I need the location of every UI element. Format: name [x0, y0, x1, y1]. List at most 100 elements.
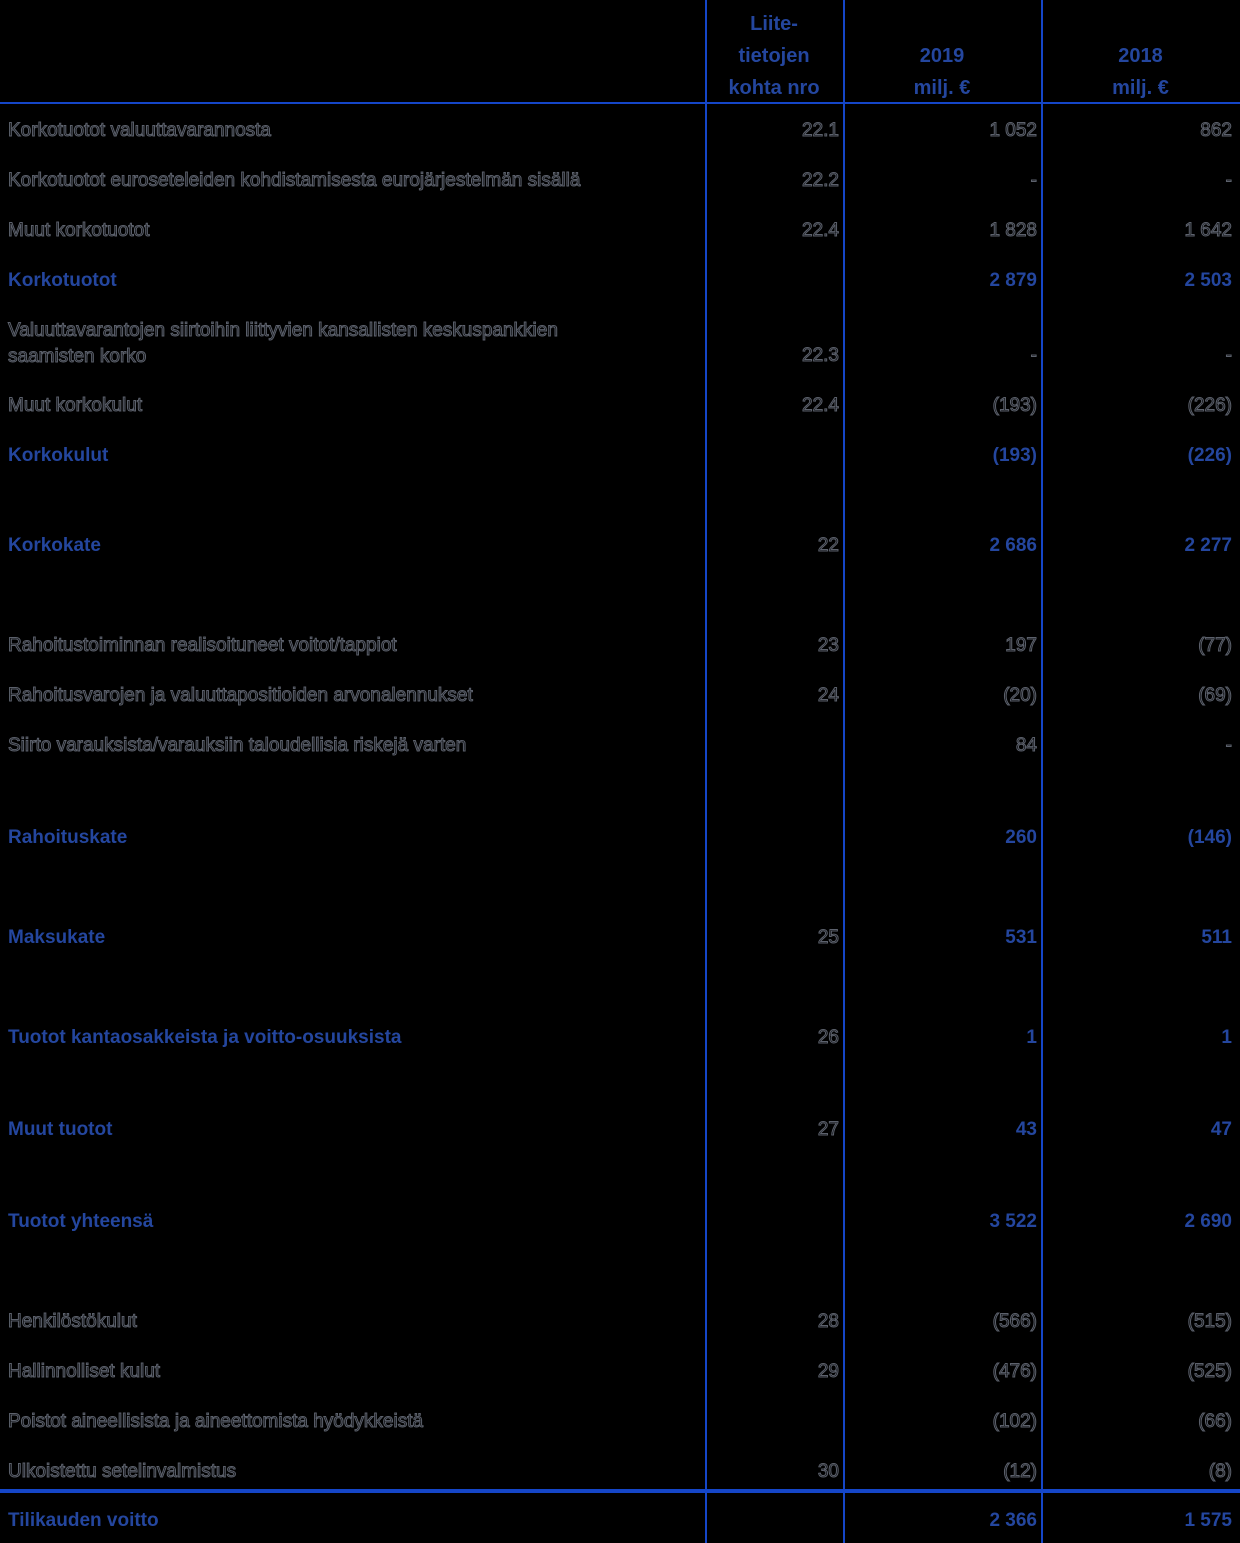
row-value-2019: (193) — [992, 395, 1037, 417]
table-row: Muut tuotot 27 43 47 — [0, 1117, 1240, 1143]
row-value-2018: (226) — [1187, 395, 1232, 417]
column-header-2019-unit: milj. € — [913, 77, 971, 99]
column-header-note: Liite- tietojen kohta nro — [705, 8, 843, 104]
table-row: Siirto varauksista/varauksiin taloudelli… — [0, 733, 1240, 759]
row-label: Rahoitustoiminnan realisoituneet voitot/… — [8, 635, 398, 657]
column-header-2019-year: 2019 — [919, 45, 965, 67]
row-value-2018: (525) — [1187, 1361, 1232, 1383]
row-value-2018: (8) — [1208, 1461, 1232, 1483]
row-note-number: 25 — [817, 927, 839, 949]
row-value-2018: (226) — [1187, 445, 1232, 466]
row-label: Korkotuotot euroseteleiden kohdistamises… — [8, 170, 581, 192]
row-note-number: 22.1 — [802, 120, 840, 142]
table-row: Korkotuotot 2 879 2 503 — [0, 268, 1240, 294]
row-value-2018: 862 — [1200, 120, 1233, 142]
row-value-2018: - — [1225, 735, 1232, 757]
row-value-2019: 1 — [1026, 1027, 1037, 1048]
column-divider-1 — [705, 0, 707, 1543]
row-label: Muut korkotuotot — [8, 220, 151, 242]
row-value-2019: 1 052 — [989, 120, 1038, 142]
row-label: Korkotuotot — [8, 270, 117, 291]
row-note-number: 26 — [817, 1027, 839, 1049]
row-value-2018: 1 — [1221, 1027, 1232, 1048]
row-value-2019: (12) — [1003, 1461, 1038, 1483]
row-value-2018: (77) — [1198, 635, 1233, 657]
row-label: Siirto varauksista/varauksiin taloudelli… — [8, 735, 467, 757]
row-label: Hallinnolliset kulut — [8, 1361, 161, 1383]
row-value-2019: (20) — [1003, 685, 1038, 707]
column-divider-2 — [843, 0, 845, 1543]
header-rule — [0, 102, 1240, 104]
row-label: Korkokulut — [8, 445, 109, 466]
row-label: Poistot aineellisista ja aineettomista h… — [8, 1411, 424, 1433]
table-row: Henkilöstökulut 28 (566) (515) — [0, 1309, 1240, 1335]
row-note-number: 30 — [817, 1461, 839, 1483]
table-row: Korkotuotot euroseteleiden kohdistamises… — [0, 168, 1240, 194]
row-note-number: 22.3 — [802, 345, 840, 367]
row-value-2019: - — [1030, 170, 1037, 192]
table-row: Tuotot yhteensä 3 522 2 690 — [0, 1209, 1240, 1235]
column-header-note-line2: tietojen — [738, 45, 810, 67]
column-header-note-line3: kohta nro — [728, 77, 820, 99]
row-label: Rahoituskate — [8, 827, 128, 848]
row-value-2019: 2 686 — [989, 535, 1037, 556]
row-label: Korkotuotot valuuttavarannosta — [8, 120, 272, 142]
row-value-2018: 511 — [1201, 927, 1232, 948]
row-note-number: 24 — [817, 685, 839, 707]
table-row: Ulkoistettu setelinvalmistus 30 (12) (8) — [0, 1459, 1240, 1485]
column-header-2018: 2018 milj. € — [1041, 40, 1240, 104]
table-row: Rahoitustoiminnan realisoituneet voitot/… — [0, 633, 1240, 659]
row-note-number: 28 — [817, 1311, 839, 1333]
total-rule — [0, 1489, 1240, 1493]
row-value-2018: 1 575 — [1184, 1510, 1232, 1531]
row-value-2019: (193) — [992, 445, 1037, 466]
column-header-note-line1: Liite- — [750, 13, 798, 35]
row-value-2019: - — [1030, 345, 1037, 367]
row-note-number: 22.4 — [802, 395, 840, 417]
row-label: Korkokate — [8, 535, 101, 556]
row-note-number: 22.2 — [802, 170, 840, 192]
table-row: Rahoitusvarojen ja valuuttapositioiden a… — [0, 683, 1240, 709]
row-label: Tuotot yhteensä — [8, 1211, 154, 1232]
row-note-number: 23 — [817, 635, 839, 657]
row-value-2018: 47 — [1210, 1119, 1232, 1140]
row-label: Maksukate — [8, 927, 106, 948]
row-value-2018: 2 503 — [1184, 270, 1232, 291]
row-value-2019: 531 — [1005, 927, 1037, 948]
row-label: Ulkoistettu setelinvalmistus — [8, 1461, 237, 1483]
table-row: Korkokulut (193) (226) — [0, 443, 1240, 469]
row-value-2018: (69) — [1198, 685, 1233, 707]
table-row: Valuuttavarantojen siirtoihin liittyvien… — [0, 318, 1240, 370]
table-row: Hallinnolliset kulut 29 (476) (525) — [0, 1359, 1240, 1385]
row-note-number: 27 — [817, 1119, 839, 1141]
row-label: Rahoitusvarojen ja valuuttapositioiden a… — [8, 685, 474, 707]
row-value-2019: (566) — [992, 1311, 1037, 1333]
row-value-2018: 1 642 — [1184, 220, 1233, 242]
table-row: Maksukate 25 531 511 — [0, 925, 1240, 951]
row-value-2018: 2 690 — [1184, 1211, 1232, 1232]
row-value-2019: 260 — [1005, 827, 1037, 848]
row-value-2019: 3 522 — [989, 1211, 1037, 1232]
table-row: Muut korkotuotot 22.4 1 828 1 642 — [0, 218, 1240, 244]
table-row: Korkotuotot valuuttavarannosta 22.1 1 05… — [0, 118, 1240, 144]
row-note-number: 29 — [817, 1361, 839, 1383]
row-label: Tilikauden voitto — [8, 1510, 159, 1531]
table-row: Rahoituskate 260 (146) — [0, 825, 1240, 851]
row-value-2019: 84 — [1015, 735, 1037, 757]
row-label: Muut tuotot — [8, 1119, 113, 1140]
column-header-2018-year: 2018 — [1118, 45, 1163, 67]
row-value-2018: (66) — [1198, 1411, 1233, 1433]
row-note-number: 22 — [817, 535, 839, 557]
row-value-2018: - — [1225, 170, 1232, 192]
table-row: Muut korkokulut 22.4 (193) (226) — [0, 393, 1240, 419]
row-value-2019: 197 — [1005, 635, 1038, 657]
column-header-2019: 2019 milj. € — [843, 40, 1041, 104]
row-value-2018: 2 277 — [1184, 535, 1232, 556]
row-label: Tuotot kantaosakkeista ja voitto-osuuksi… — [8, 1027, 402, 1048]
row-value-2019: 43 — [1015, 1119, 1037, 1140]
table-row: Tilikauden voitto 2 366 1 575 — [0, 1508, 1240, 1534]
row-label: Henkilöstökulut — [8, 1311, 138, 1333]
row-label: Muut korkokulut — [8, 395, 143, 417]
row-note-number: 22.4 — [802, 220, 840, 242]
table-row: Poistot aineellisista ja aineettomista h… — [0, 1409, 1240, 1435]
